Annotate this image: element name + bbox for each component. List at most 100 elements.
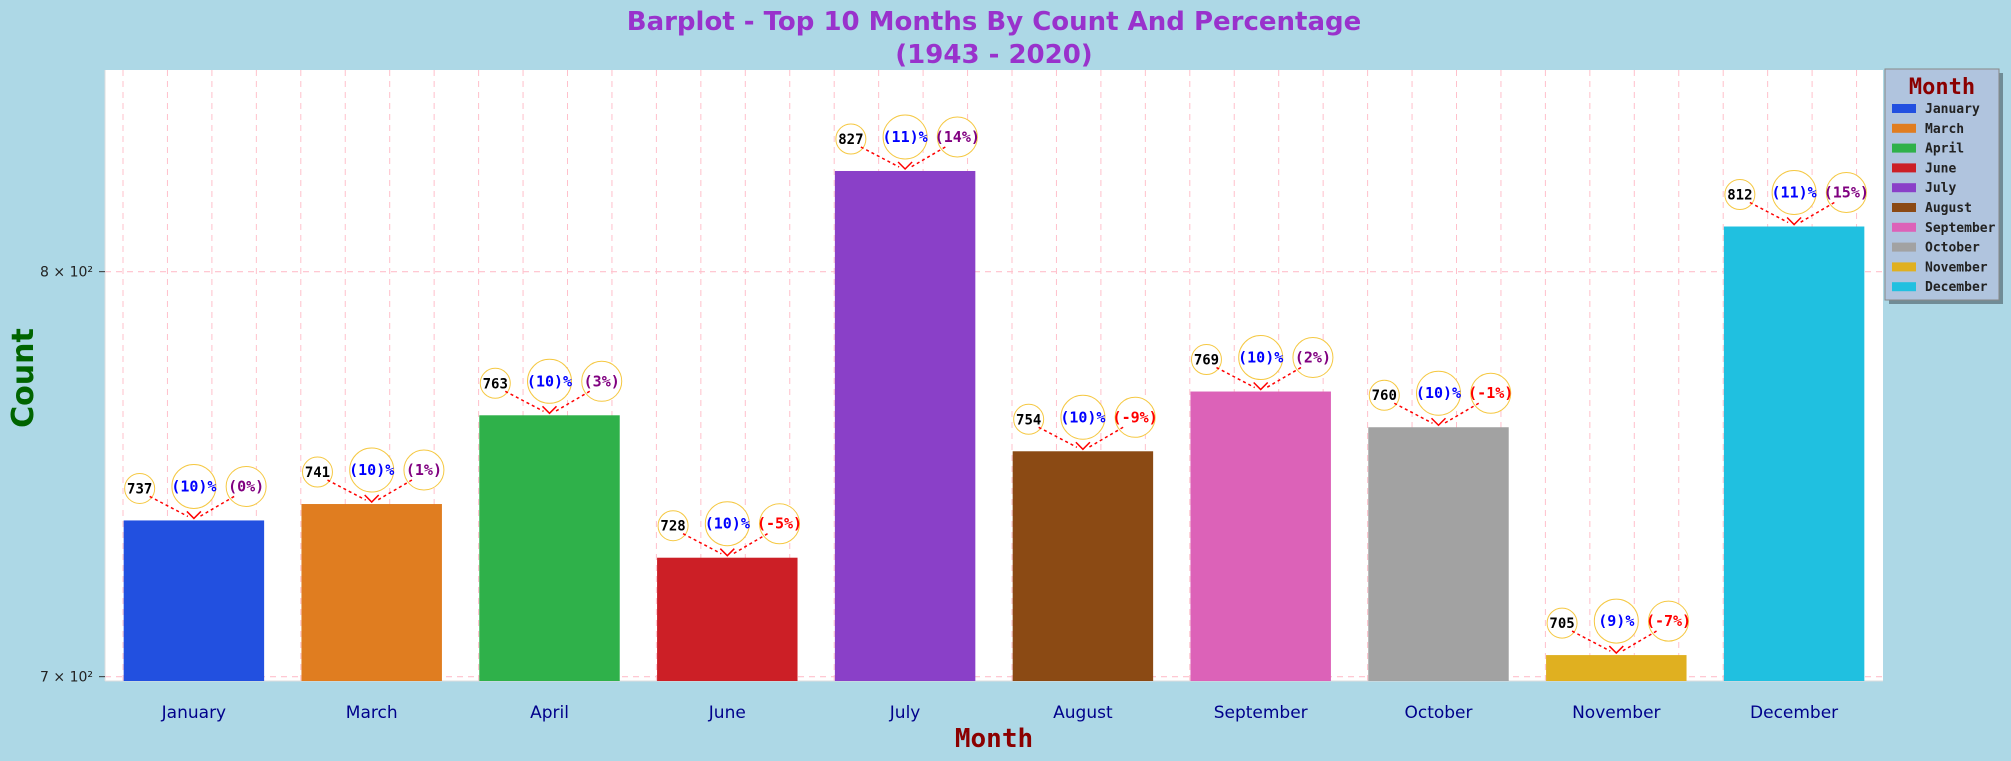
annotation-arrow — [732, 533, 768, 555]
count-bubble — [479, 367, 511, 399]
change-bubble — [581, 360, 623, 402]
change-label: (-7%) — [1646, 612, 1691, 630]
count-label: 812 — [1727, 188, 1752, 204]
change-bubble — [1292, 337, 1334, 379]
count-bubble — [835, 123, 867, 155]
x-tick-label: March — [346, 703, 398, 723]
x-tick-label: November — [1572, 703, 1660, 723]
share-label: (10)% — [527, 372, 572, 390]
annotation-arrow — [327, 479, 367, 501]
legend-swatch — [1892, 242, 1916, 252]
share-bubble — [1593, 598, 1639, 644]
change-label: (3%) — [584, 372, 620, 390]
share-bubble — [527, 358, 572, 404]
legend-swatch — [1892, 282, 1916, 292]
bar-november — [1546, 655, 1687, 681]
legend-label: April — [1925, 142, 1964, 157]
change-label: (0%) — [228, 477, 264, 495]
x-ticks: January March April June July August September… — [161, 703, 1839, 723]
annotation-arrowhead — [1608, 645, 1624, 655]
legend-swatch — [1892, 123, 1916, 133]
bar-september — [1190, 391, 1331, 681]
change-bubble — [1470, 372, 1512, 414]
share-label: (11)% — [1772, 184, 1817, 202]
bar-april — [479, 415, 620, 681]
annotation-arrowhead — [1253, 381, 1269, 391]
annotation-arrowhead — [719, 548, 735, 557]
share-label: (10)% — [1060, 408, 1105, 426]
annotation-arrow — [1444, 402, 1480, 424]
x-tick-label: October — [1404, 703, 1472, 723]
legend-items: January March April June July August September… — [1892, 102, 1996, 295]
x-tick-label: December — [1750, 703, 1838, 723]
count-bubble — [1190, 344, 1222, 376]
chart-title: Barplot - Top 10 Months By Count And Per… — [627, 7, 1362, 37]
share-bubble — [171, 463, 217, 509]
share-label: (10)% — [1238, 349, 1283, 367]
x-tick-label: August — [1053, 703, 1113, 723]
change-label: (-5%) — [757, 515, 802, 533]
x-axis-label: Month — [955, 724, 1033, 754]
share-label: (11)% — [883, 128, 928, 146]
change-bubble — [759, 503, 801, 545]
annotation-arrow — [1088, 426, 1124, 448]
bar-january — [123, 520, 265, 681]
x-tick-label: January — [161, 703, 226, 723]
share-label: (9)% — [1598, 612, 1634, 630]
annotation-arrowhead — [541, 405, 558, 415]
x-tick-label: June — [708, 703, 746, 723]
bar-june — [657, 557, 798, 681]
annotation-arrow — [1571, 630, 1611, 652]
annotation-arrow — [1621, 630, 1657, 652]
change-label: (2%) — [1295, 349, 1331, 367]
change-bubble — [936, 116, 978, 158]
share-label: (10)% — [705, 515, 750, 533]
count-label: 705 — [1549, 616, 1574, 632]
legend-label: March — [1925, 122, 1964, 137]
count-bubble — [1013, 403, 1045, 435]
legend-swatch — [1892, 183, 1916, 193]
x-tick-label: July — [889, 703, 921, 723]
bars — [123, 170, 1865, 681]
change-bubble — [1825, 172, 1867, 214]
annotation-arrow — [1216, 366, 1256, 389]
bar-july — [834, 170, 976, 681]
legend-swatch — [1892, 163, 1916, 173]
annotation-arrowhead — [186, 510, 202, 520]
legend-swatch — [1892, 203, 1916, 212]
legend-title: Month — [1909, 75, 1975, 100]
change-label: (1%) — [406, 461, 442, 479]
legend-label: November — [1925, 260, 1988, 275]
bar-march — [301, 504, 442, 681]
annotation-arrow — [1038, 426, 1078, 448]
x-tick-label: April — [530, 703, 569, 723]
change-bubble — [1114, 396, 1156, 438]
share-label: (10)% — [171, 477, 216, 495]
y-tick-label: 8 × 10² — [40, 265, 93, 281]
change-label: (-9%) — [1113, 408, 1158, 426]
legend-label: January — [1925, 102, 1980, 117]
y-ticks: 7 × 10² 8 × 10² — [40, 265, 105, 686]
count-label: 741 — [305, 465, 330, 481]
x-tick-label: September — [1214, 703, 1308, 723]
change-bubble — [403, 449, 445, 491]
change-bubble — [225, 465, 267, 507]
y-tick-label: 7 × 10² — [40, 670, 93, 686]
legend: Month January March April June July August Sep… — [1884, 68, 2003, 304]
annotation-arrow — [860, 146, 900, 168]
count-bubble — [301, 456, 333, 488]
bar-august — [1012, 451, 1154, 681]
share-label: (10)% — [349, 461, 394, 479]
count-label: 728 — [660, 519, 685, 535]
legend-label: June — [1925, 161, 1956, 176]
legend-swatch — [1892, 262, 1916, 272]
change-label: (14%) — [935, 128, 980, 146]
annotation-arrow — [1799, 201, 1835, 224]
y-axis-label: Count — [6, 328, 41, 428]
annotation-arrow — [555, 390, 591, 412]
change-label: (-1%) — [1468, 384, 1513, 402]
annotation-arrowhead — [897, 161, 913, 171]
count-label: 827 — [838, 132, 863, 148]
share-bubble — [349, 447, 395, 493]
legend-label: July — [1925, 181, 1956, 196]
